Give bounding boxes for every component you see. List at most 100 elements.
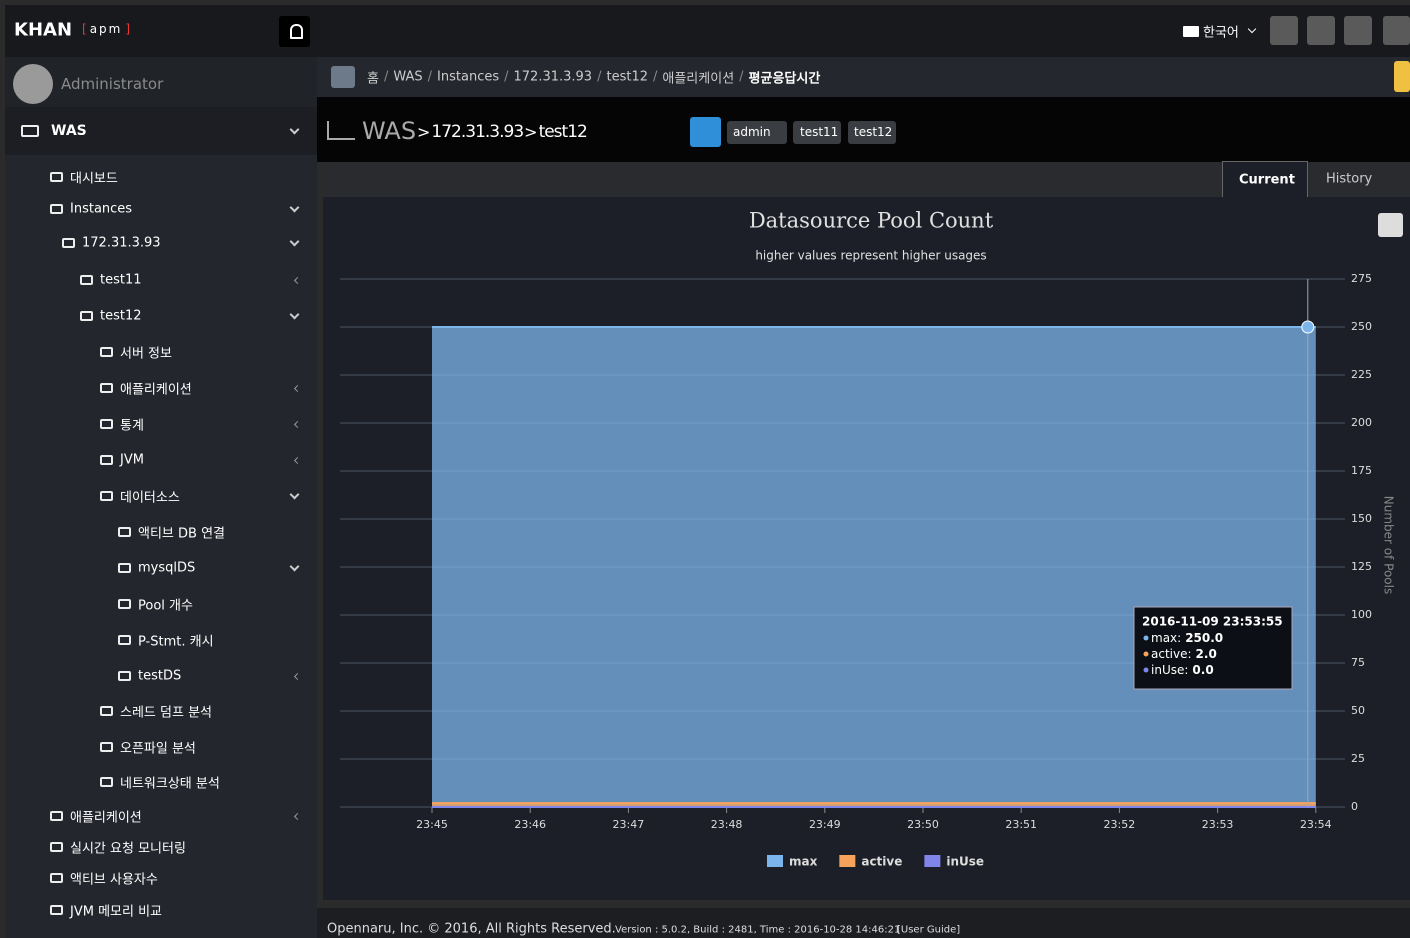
legend-swatch: [767, 855, 783, 867]
logo[interactable]: KHAN: [14, 20, 72, 41]
menu-item[interactable]: 오픈파일 분석: [120, 738, 196, 757]
avatar: [13, 64, 53, 104]
menu-item[interactable]: P-Stmt. 캐시: [138, 631, 214, 650]
legend-label: max: [789, 855, 818, 869]
y-tick-label: 225: [1351, 368, 1372, 381]
legend-label: inUse: [946, 855, 984, 869]
y-tick-label: 50: [1351, 704, 1365, 717]
instance-label: test12: [854, 125, 892, 139]
legend-label: active: [861, 855, 902, 869]
menu-icon: [50, 905, 63, 915]
grid-button[interactable]: [690, 117, 721, 147]
chart-title: Datasource Pool Count: [749, 209, 994, 233]
menu-item[interactable]: 스레드 덤프 분석: [120, 702, 212, 721]
x-tick-label: 23:54: [1300, 818, 1332, 831]
tooltip-title: 2016-11-09 23:53:55: [1142, 615, 1283, 629]
menu-icon: [118, 635, 131, 645]
export-menu[interactable]: [1378, 213, 1403, 237]
menu-item[interactable]: 서버 정보: [120, 343, 172, 362]
page-title-item: test12: [539, 122, 587, 142]
tooltip-item: active:2.0: [1151, 647, 1217, 661]
user-guide-link[interactable]: [User Guide]: [897, 925, 960, 936]
menu-item[interactable]: Instances: [70, 202, 132, 217]
tab-label[interactable]: History: [1326, 172, 1372, 187]
y-tick-label: 25: [1351, 752, 1365, 765]
menu-icon: [100, 419, 113, 429]
menu-icon: [100, 777, 113, 787]
x-tick-label: 23:47: [613, 818, 645, 831]
menu-item[interactable]: 액티브 DB 연결: [138, 523, 225, 542]
breadcrumb-item[interactable]: WAS: [393, 70, 422, 85]
menu-item[interactable]: JVM: [120, 453, 144, 468]
chart: Datasource Pool Count higher values repr…: [323, 197, 1410, 900]
logout-button[interactable]: [1344, 16, 1372, 45]
menu-icon: [100, 347, 113, 357]
page: KHAN [apm] 한국어 Administrator WAS 대시보드 Ins…: [0, 0, 1410, 938]
x-tick-label: 23:46: [514, 818, 546, 831]
y-tick-label: 0: [1351, 800, 1358, 813]
breadcrumb-item[interactable]: 172.31.3.93: [514, 70, 593, 85]
user-name[interactable]: Administrator: [61, 75, 163, 93]
fullscreen-button[interactable]: [1307, 16, 1335, 45]
refresh-button[interactable]: [331, 66, 355, 88]
x-tick-label: 23:50: [907, 818, 939, 831]
x-tick-label: 23:53: [1202, 818, 1234, 831]
tooltip-bullet: [1144, 652, 1149, 657]
alert-button[interactable]: [1270, 16, 1298, 45]
menu-item[interactable]: 통계: [120, 415, 144, 434]
menu-icon: [100, 706, 113, 716]
menu-item[interactable]: 액티브 사용자수: [70, 869, 158, 888]
menu-icon: [118, 527, 131, 537]
menu-icon: [100, 491, 113, 501]
menu-item[interactable]: 애플리케이션: [120, 379, 192, 398]
menu-icon: [100, 742, 113, 752]
breadcrumb-item[interactable]: Instances: [437, 70, 499, 85]
menu-item[interactable]: 데이터소스: [120, 487, 180, 506]
breadcrumb-item[interactable]: test12: [606, 70, 648, 85]
y-tick-label: 150: [1351, 512, 1372, 525]
page-title-separator: >: [524, 123, 537, 142]
chart-body: Datasource Pool Count higher values repr…: [340, 209, 1403, 869]
breadcrumb-item[interactable]: 애플리케이션: [662, 68, 734, 87]
chart-icon: [327, 121, 355, 140]
menu-item[interactable]: test11: [100, 273, 142, 288]
menu-item[interactable]: 애플리케이션: [70, 807, 142, 826]
menu-item[interactable]: test12: [100, 309, 142, 324]
menu-button[interactable]: [1383, 16, 1410, 45]
menu-icon: [100, 383, 113, 393]
tooltip-item: max:250.0: [1151, 631, 1223, 645]
tooltip-label: inUse:: [1151, 663, 1188, 677]
tooltip-item: inUse: 0.0: [1151, 663, 1214, 677]
menu-item[interactable]: 대시보드: [70, 168, 118, 187]
hover-point: [1302, 321, 1314, 333]
menu-icon: [50, 172, 63, 182]
section-label[interactable]: WAS: [51, 123, 87, 139]
instance-label: test11: [800, 125, 838, 139]
legend-swatch: [924, 855, 940, 867]
language-selector[interactable]: 한국어: [1203, 22, 1239, 41]
menu-item[interactable]: testDS: [138, 669, 181, 684]
area: [432, 327, 1316, 807]
y-tick-label: 75: [1351, 656, 1365, 669]
menu-item[interactable]: 네트워크상태 분석: [120, 773, 220, 792]
menu-icon: [118, 599, 131, 609]
x-tick-label: 23:45: [416, 818, 448, 831]
menu-icon: [62, 238, 75, 248]
y-tick-label: 250: [1351, 320, 1372, 333]
menu-item[interactable]: Pool 개수: [138, 595, 193, 614]
tooltip-value: 0.0: [1192, 663, 1213, 677]
menu-item[interactable]: 실시간 요청 모니터링: [70, 838, 186, 857]
version: Version : 5.0.2, Build : 2481, Time : 20…: [615, 925, 900, 936]
menu-icon: [50, 204, 63, 214]
breadcrumb-item[interactable]: 홈: [367, 68, 379, 87]
breadcrumb-separator: /: [504, 70, 508, 85]
user-dropdown-label: admin: [733, 125, 771, 139]
menu-item[interactable]: 172.31.3.93: [82, 236, 161, 251]
logo-bracket: [apm]: [82, 22, 130, 36]
menu-item[interactable]: JVM 메모리 비교: [70, 901, 162, 920]
breadcrumb-separator: /: [597, 70, 601, 85]
y-tick-label: 175: [1351, 464, 1372, 477]
menu-item[interactable]: mysqlDS: [138, 561, 195, 576]
breadcrumb-separator: /: [384, 70, 388, 85]
settings-button[interactable]: [1394, 61, 1410, 92]
